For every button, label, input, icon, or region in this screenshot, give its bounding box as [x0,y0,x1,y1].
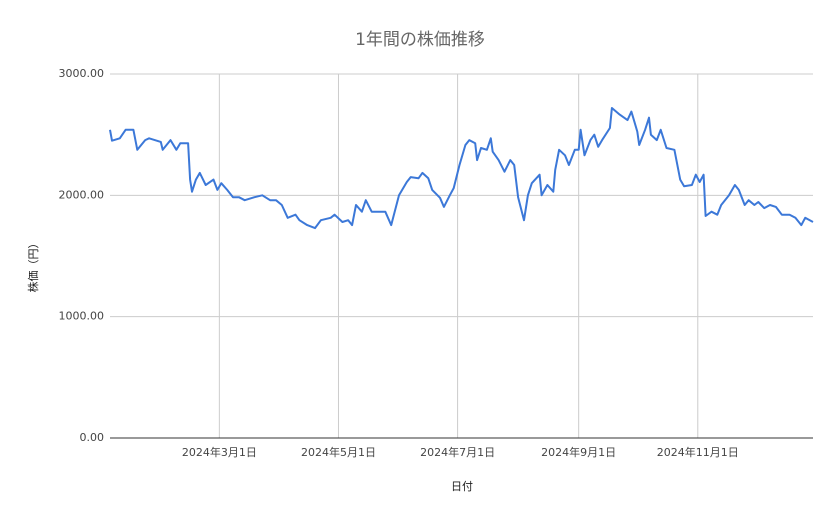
y-tick-label: 1000.00 [59,310,105,323]
data-line [109,107,814,230]
x-tick-label: 2024年3月1日 [182,445,257,459]
chart-title: 1年間の株価推移 [355,30,485,50]
x-tick-label: 2024年5月1日 [301,445,376,459]
x-tick-label: 2024年11月1日 [657,445,739,459]
y-axis-title: 株価（円） [26,238,40,293]
y-tick-label: 0.00 [80,431,105,444]
x-axis-title: 日付 [451,480,473,493]
x-tick-label: 2024年7月1日 [420,445,495,459]
y-tick-label: 3000.00 [59,67,105,80]
x-tick-label: 2024年9月1日 [541,445,616,459]
y-tick-label: 2000.00 [59,188,105,201]
